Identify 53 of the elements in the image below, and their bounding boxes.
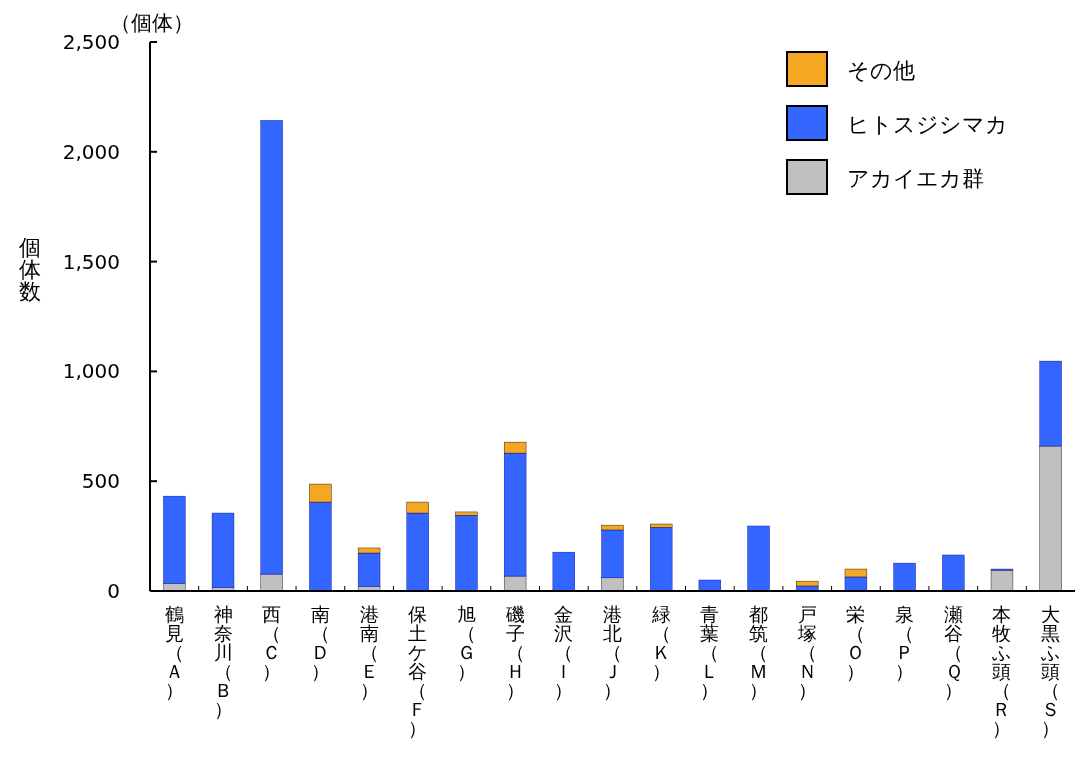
x-tick-label: 西（Ｃ）: [262, 603, 282, 682]
x-tick-label: 鶴見（Ａ）: [164, 603, 184, 701]
bar: [455, 511, 478, 516]
bar: [747, 525, 770, 592]
bar: [942, 554, 965, 592]
x-tick-label: 旭（Ｇ）: [456, 603, 476, 682]
x-tick-label: 青葉（Ｌ）: [700, 603, 720, 701]
y-tick-label: 2,000: [62, 139, 120, 164]
x-tick-label: 磯子（Ｈ）: [504, 603, 525, 701]
bar: [406, 501, 429, 514]
bar: [455, 515, 478, 592]
y-tick-label: 1,000: [62, 359, 120, 384]
legend-label: その他: [847, 58, 915, 83]
x-tick-label: 戸塚（Ｎ）: [796, 603, 817, 701]
x-tick-label: 本牧ふ頭（Ｒ）: [991, 603, 1012, 739]
bar: [503, 452, 527, 577]
x-tick-label: 緑（Ｋ）: [650, 603, 671, 682]
bar: [357, 547, 381, 554]
x-tick-label: 泉（Ｐ）: [895, 603, 915, 682]
x-tick-label: 南（Ｄ）: [310, 603, 330, 682]
legend-label: アカイエカ群: [847, 166, 984, 191]
x-tick-label: 保土ケ谷（Ｆ）: [408, 603, 428, 739]
y-axis-title: 個体数: [19, 235, 41, 304]
bar: [796, 580, 819, 587]
bar: [893, 562, 916, 592]
x-tick-label: 瀬谷（Ｑ）: [943, 603, 963, 701]
bar: [650, 527, 673, 592]
x-tick-label: 都筑（Ｍ）: [749, 603, 769, 701]
bar: [163, 495, 186, 584]
bar: [552, 551, 575, 592]
bar: [211, 512, 235, 588]
x-tick-label: 金沢（Ｉ）: [554, 603, 574, 701]
bar: [503, 441, 527, 454]
y-tick-label: 1,500: [62, 249, 120, 274]
y-tick-label: 500: [81, 469, 120, 494]
x-tick-label: 港北（Ｊ）: [603, 603, 622, 701]
bar: [406, 512, 429, 592]
bar: [601, 524, 624, 531]
x-tick-label: 大黒ふ頭（Ｓ）: [1040, 603, 1061, 739]
bar: [309, 501, 332, 592]
x-tick-label: 港南（Ｅ）: [359, 603, 379, 701]
bar: [260, 120, 283, 575]
x-tick-label: 神奈川（Ｂ）: [213, 603, 233, 720]
bar: [357, 552, 381, 587]
bar: [844, 568, 868, 578]
legend-label: ヒトスジシマカ: [847, 112, 1008, 137]
y-tick-label: 0: [107, 579, 120, 603]
bar: [1039, 360, 1062, 447]
bar: [601, 529, 624, 579]
bar: [698, 579, 722, 592]
x-tick-label: 栄（Ｏ）: [846, 603, 866, 682]
bar: [650, 523, 673, 528]
bar: [309, 483, 332, 503]
